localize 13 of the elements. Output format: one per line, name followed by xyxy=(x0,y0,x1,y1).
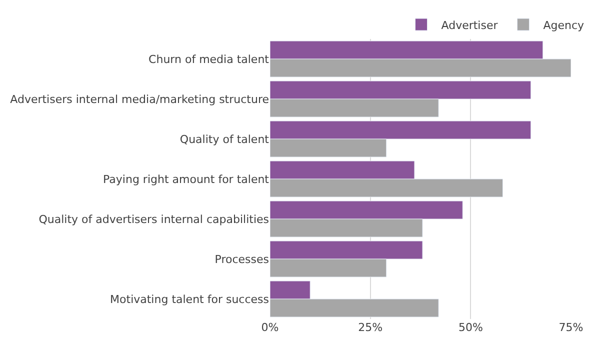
y-tick-label: Paying right amount for talent xyxy=(103,172,270,186)
y-tick-label: Motivating talent for success xyxy=(110,292,270,306)
legend-label: Agency xyxy=(543,18,585,32)
x-tick-label: 25% xyxy=(358,321,383,334)
y-tick-label: Quality of advertisers internal capabilities xyxy=(38,212,270,226)
x-tick-label: 75% xyxy=(558,321,584,334)
y-tick-label: Quality of talent xyxy=(180,132,270,146)
x-tick-label: 0% xyxy=(261,321,279,334)
y-tick-label: Advertisers internal media/marketing structure xyxy=(10,92,270,106)
x-tick-label: 50% xyxy=(458,321,483,334)
y-tick-label: Churn of media talent xyxy=(148,52,270,66)
y-tick-label: Processes xyxy=(214,252,270,266)
legend-label: Advertiser xyxy=(441,18,498,32)
